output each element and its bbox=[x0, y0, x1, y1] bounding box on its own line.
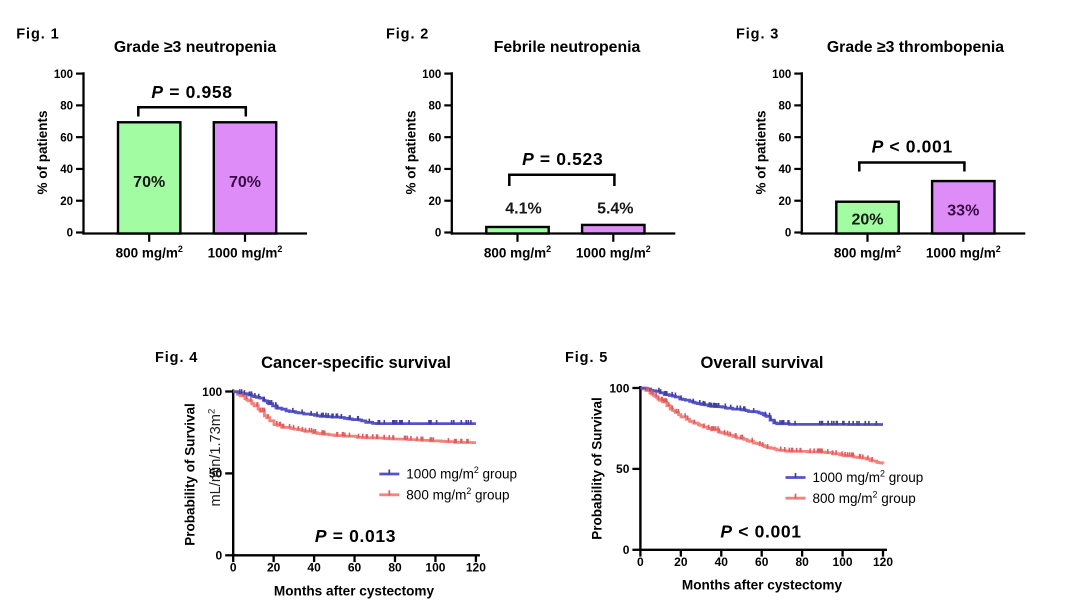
svg-text:Fig. 4: Fig. 4 bbox=[155, 350, 198, 366]
svg-text:20: 20 bbox=[779, 196, 792, 208]
svg-text:% of patients: % of patients bbox=[35, 110, 50, 194]
svg-text:Cancer-specific survival: Cancer-specific survival bbox=[261, 354, 451, 372]
svg-text:Fig. 2: Fig. 2 bbox=[386, 27, 429, 43]
svg-text:mL/min/1.73m2: mL/min/1.73m2 bbox=[206, 409, 224, 507]
svg-text:Grade ≥3 neutropenia: Grade ≥3 neutropenia bbox=[114, 39, 277, 56]
svg-text:70%: 70% bbox=[229, 174, 261, 191]
svg-text:120: 120 bbox=[466, 561, 486, 575]
svg-text:1000 mg/m2 group: 1000 mg/m2 group bbox=[406, 465, 517, 481]
svg-text:40: 40 bbox=[779, 164, 792, 176]
svg-text:100: 100 bbox=[833, 555, 853, 569]
svg-text:Grade ≥3 thrombopenia: Grade ≥3 thrombopenia bbox=[827, 39, 1004, 56]
svg-text:0: 0 bbox=[637, 555, 644, 569]
svg-text:40: 40 bbox=[307, 561, 321, 575]
svg-text:20: 20 bbox=[267, 561, 281, 575]
svg-text:% of patients: % of patients bbox=[753, 110, 768, 194]
svg-text:Fig. 5: Fig. 5 bbox=[565, 350, 608, 366]
svg-text:80: 80 bbox=[779, 101, 792, 113]
svg-text:100: 100 bbox=[772, 69, 791, 81]
svg-text:20: 20 bbox=[60, 196, 73, 208]
svg-text:5.4%: 5.4% bbox=[597, 201, 633, 218]
svg-text:80: 80 bbox=[60, 101, 73, 113]
svg-text:100: 100 bbox=[609, 381, 629, 395]
svg-text:P = 0.013: P = 0.013 bbox=[315, 526, 396, 546]
svg-text:0: 0 bbox=[435, 228, 441, 240]
svg-text:60: 60 bbox=[755, 555, 769, 569]
svg-text:Overall survival: Overall survival bbox=[701, 354, 824, 372]
svg-text:Fig. 1: Fig. 1 bbox=[16, 27, 59, 43]
svg-text:80: 80 bbox=[795, 555, 809, 569]
svg-text:Months after cystectomy: Months after cystectomy bbox=[682, 578, 843, 593]
svg-text:P = 0.523: P = 0.523 bbox=[522, 149, 603, 169]
svg-text:80: 80 bbox=[429, 101, 442, 113]
svg-text:Probability of Survival: Probability of Survival bbox=[590, 397, 605, 540]
svg-text:100: 100 bbox=[422, 69, 441, 81]
svg-text:60: 60 bbox=[348, 561, 362, 575]
svg-text:20: 20 bbox=[429, 196, 442, 208]
svg-text:P < 0.001: P < 0.001 bbox=[872, 137, 953, 157]
svg-text:0: 0 bbox=[785, 228, 791, 240]
svg-text:Febrile neutropenia: Febrile neutropenia bbox=[494, 39, 641, 56]
svg-text:40: 40 bbox=[429, 164, 442, 176]
svg-text:80: 80 bbox=[388, 561, 402, 575]
svg-text:Fig. 3: Fig. 3 bbox=[736, 27, 779, 43]
svg-text:800 mg/m2: 800 mg/m2 bbox=[834, 244, 901, 260]
svg-text:4.1%: 4.1% bbox=[505, 201, 541, 218]
svg-text:0: 0 bbox=[67, 228, 73, 240]
svg-text:1000 mg/m2 group: 1000 mg/m2 group bbox=[813, 469, 924, 485]
svg-text:60: 60 bbox=[429, 132, 442, 144]
svg-text:0: 0 bbox=[623, 543, 630, 557]
svg-text:20%: 20% bbox=[851, 212, 883, 229]
svg-text:Probability of Survival: Probability of Survival bbox=[183, 403, 198, 546]
svg-text:800 mg/m2 group: 800 mg/m2 group bbox=[406, 486, 509, 502]
svg-text:% of patients: % of patients bbox=[403, 110, 418, 194]
svg-text:60: 60 bbox=[60, 132, 73, 144]
svg-text:60: 60 bbox=[779, 132, 792, 144]
svg-text:P < 0.001: P < 0.001 bbox=[720, 522, 801, 542]
svg-text:40: 40 bbox=[60, 164, 73, 176]
svg-text:Months after cystectomy: Months after cystectomy bbox=[274, 584, 435, 599]
svg-text:50: 50 bbox=[616, 462, 630, 476]
svg-text:P = 0.958: P = 0.958 bbox=[151, 82, 232, 102]
svg-text:800 mg/m2 group: 800 mg/m2 group bbox=[813, 489, 916, 505]
svg-text:1000 mg/m2: 1000 mg/m2 bbox=[576, 244, 651, 260]
svg-text:800 mg/m2: 800 mg/m2 bbox=[116, 244, 183, 260]
svg-text:0: 0 bbox=[230, 561, 237, 575]
svg-text:50: 50 bbox=[209, 467, 223, 481]
svg-text:800 mg/m2: 800 mg/m2 bbox=[484, 244, 551, 260]
svg-text:100: 100 bbox=[54, 69, 73, 81]
svg-text:0: 0 bbox=[216, 549, 223, 563]
svg-text:100: 100 bbox=[202, 385, 222, 399]
svg-text:33%: 33% bbox=[947, 203, 979, 220]
svg-text:1000 mg/m2: 1000 mg/m2 bbox=[926, 244, 1001, 260]
svg-text:70%: 70% bbox=[133, 174, 165, 191]
svg-text:100: 100 bbox=[425, 561, 445, 575]
svg-text:40: 40 bbox=[715, 555, 729, 569]
svg-text:20: 20 bbox=[674, 555, 688, 569]
svg-text:120: 120 bbox=[873, 555, 893, 569]
svg-text:1000 mg/m2: 1000 mg/m2 bbox=[208, 244, 283, 260]
